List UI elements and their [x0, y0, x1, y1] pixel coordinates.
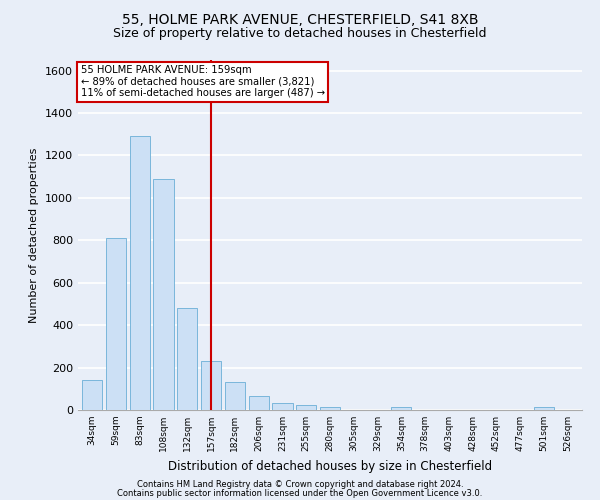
Bar	[106, 238, 126, 410]
Bar	[154, 179, 173, 410]
Bar	[130, 136, 150, 410]
Text: Size of property relative to detached houses in Chesterfield: Size of property relative to detached ho…	[113, 28, 487, 40]
Bar	[534, 408, 554, 410]
Text: Contains HM Land Registry data © Crown copyright and database right 2024.: Contains HM Land Registry data © Crown c…	[137, 480, 463, 489]
Bar	[248, 396, 269, 410]
Bar	[272, 402, 293, 410]
X-axis label: Distribution of detached houses by size in Chesterfield: Distribution of detached houses by size …	[168, 460, 492, 472]
Text: 55, HOLME PARK AVENUE, CHESTERFIELD, S41 8XB: 55, HOLME PARK AVENUE, CHESTERFIELD, S41…	[122, 12, 478, 26]
Text: 55 HOLME PARK AVENUE: 159sqm
← 89% of detached houses are smaller (3,821)
11% of: 55 HOLME PARK AVENUE: 159sqm ← 89% of de…	[80, 66, 325, 98]
Bar	[296, 406, 316, 410]
Bar	[391, 408, 412, 410]
Y-axis label: Number of detached properties: Number of detached properties	[29, 148, 40, 322]
Bar	[201, 361, 221, 410]
Bar	[82, 380, 103, 410]
Bar	[177, 308, 197, 410]
Bar	[320, 408, 340, 410]
Bar	[225, 382, 245, 410]
Text: Contains public sector information licensed under the Open Government Licence v3: Contains public sector information licen…	[118, 488, 482, 498]
